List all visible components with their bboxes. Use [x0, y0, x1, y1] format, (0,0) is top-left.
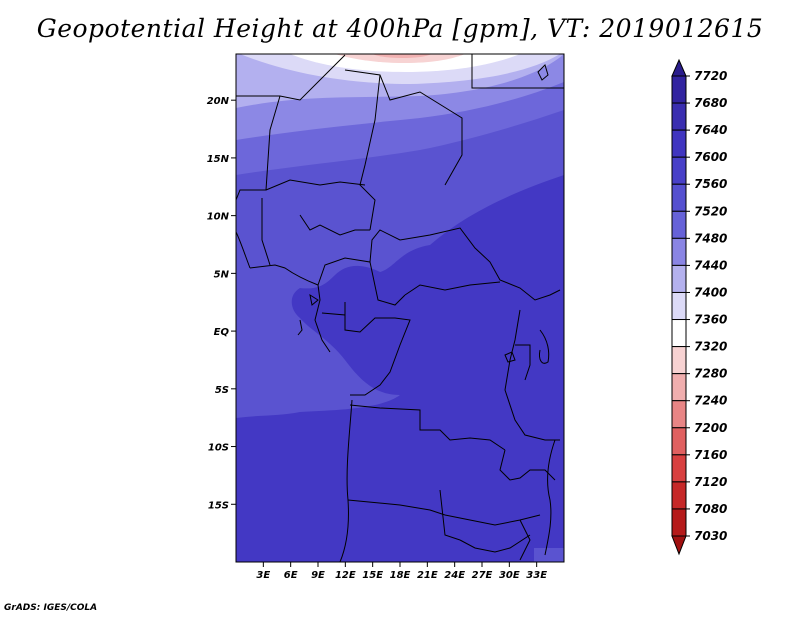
colorbar-label: 7280: [694, 367, 727, 381]
colorbar-label: 7440: [694, 258, 727, 272]
colorbar-label: 7120: [694, 475, 727, 489]
lon-tick-label: 33E: [526, 570, 547, 581]
colorbar-label: 7080: [694, 502, 727, 516]
colorbar-segment: [671, 346, 687, 375]
colorbar-segment: [671, 291, 687, 321]
colorbar-label: 7720: [694, 69, 727, 83]
colorbar-segment: [671, 319, 687, 348]
lat-tick-label: 10N: [207, 212, 230, 223]
colorbar-segment: [671, 210, 687, 239]
colorbar-label: 7320: [694, 340, 727, 354]
lon-tick-label: 9E: [311, 570, 325, 581]
colorbar-label: 7200: [694, 421, 727, 435]
lon-tick-label: 24E: [444, 570, 465, 581]
colorbar-label: 7640: [694, 123, 727, 137]
lon-tick-label: 3E: [256, 570, 270, 581]
colorbar-label: 7360: [694, 313, 727, 327]
field-7560-se: [534, 548, 564, 562]
map-title: Geopotential Height at 400hPa [gpm], VT:…: [36, 14, 764, 43]
height-field: [236, 54, 564, 562]
colorbar-segment: [671, 373, 687, 402]
country-borders: [236, 54, 564, 562]
lat-tick-label: 5N: [214, 269, 230, 280]
colorbar-label: 7480: [694, 231, 727, 245]
lat-tick-label: 5S: [215, 385, 229, 396]
colorbar-label: 7560: [694, 177, 727, 191]
latitude-ticks: 20N 15N 10N 5N EQ 5S 10S 15S: [207, 96, 236, 511]
field-7280: [372, 54, 432, 58]
lat-tick-label: 15N: [207, 154, 230, 165]
colorbar-segment: [671, 454, 687, 483]
colorbar-segment: [671, 237, 687, 266]
colorbar-label: 7680: [694, 96, 727, 110]
colorbar-label: 7240: [694, 394, 727, 408]
colorbar-label: 7160: [694, 448, 727, 462]
colorbar-segment: [671, 264, 687, 293]
lon-tick-label: 21E: [417, 570, 438, 581]
colorbar-segment: [671, 102, 687, 131]
colorbar-segment: [671, 183, 687, 212]
lon-tick-label: 6E: [284, 570, 298, 581]
lat-tick-label: 20N: [207, 96, 230, 107]
colorbar-segment: [671, 156, 687, 185]
grads-credit: GrADS: IGES/COLA: [4, 603, 98, 613]
colorbar-top-arrow: [671, 58, 687, 77]
lon-tick-label: 12E: [335, 570, 356, 581]
colorbar-segment: [671, 481, 687, 510]
lon-tick-label: 30E: [499, 570, 520, 581]
colorbar-segment: [671, 75, 687, 104]
lon-tick-label: 15E: [362, 570, 383, 581]
colorbar-label: 7520: [694, 204, 727, 218]
lon-tick-label: 27E: [472, 570, 493, 581]
colorbar-label: 7600: [694, 150, 727, 164]
colorbar: 7720 7680 7640 7600 7560 7520 7480 7440 7400 7360…: [671, 58, 727, 556]
colorbar-segment: [671, 508, 687, 537]
colorbar-segment: [671, 400, 687, 429]
colorbar-bottom-arrow: [671, 535, 687, 556]
lat-tick-label: EQ: [214, 327, 230, 338]
colorbar-segment: [671, 129, 687, 158]
longitude-ticks: 3E 6E 9E 12E 15E 18E 21E 24E 27E 30E 33E: [256, 562, 547, 581]
colorbar-label: 7030: [694, 529, 727, 543]
lat-tick-label: 15S: [208, 500, 229, 511]
colorbar-segment: [671, 427, 687, 456]
field-7320: [335, 54, 465, 63]
lon-tick-label: 18E: [390, 570, 411, 581]
lat-tick-label: 10S: [208, 443, 229, 454]
colorbar-label: 7400: [694, 285, 727, 299]
